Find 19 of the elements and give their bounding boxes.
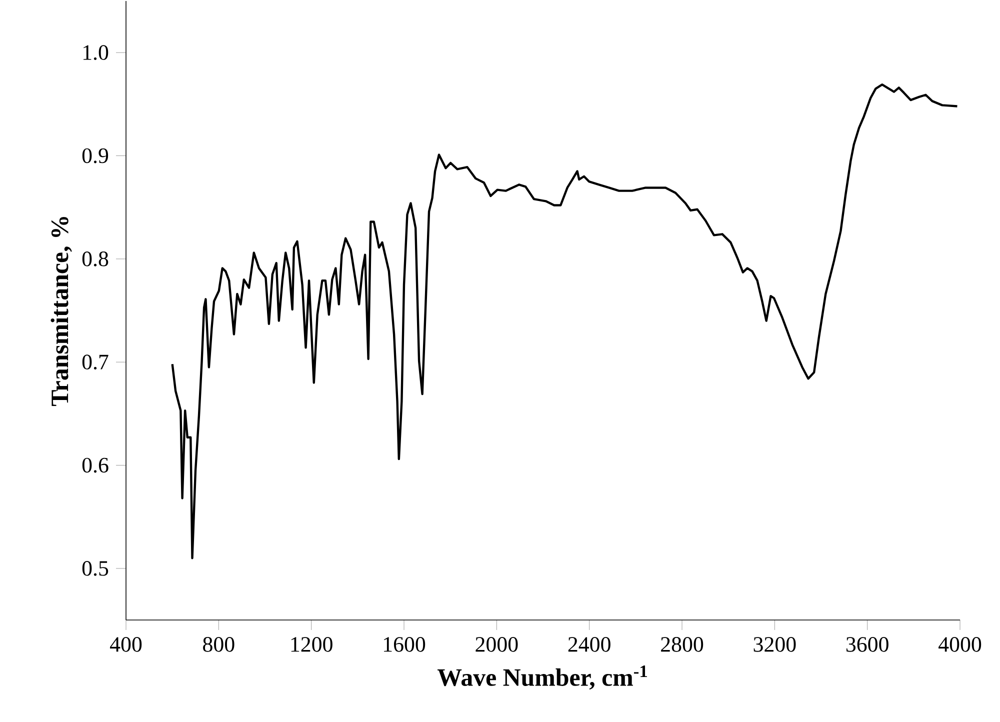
y-axis-title: Transmittance, % — [50, 216, 72, 406]
x-tick-label: 4000 — [938, 637, 982, 652]
x-axis-title: Wave Number, cm$^{-1}$ — [437, 666, 647, 690]
x-tick-label: 2400 — [568, 637, 610, 652]
y-tick-label: 0.6 — [82, 458, 108, 473]
y-tick-label: 0.8 — [82, 251, 108, 266]
x-tick-label: 2000 — [476, 637, 518, 652]
x-tick-label: 3600 — [846, 637, 888, 652]
y-tick-label: 1.0 — [83, 45, 108, 60]
y-tick-label: 0.5 — [82, 560, 108, 576]
line-series — [171, 83, 958, 560]
x-tick-label: 800 — [203, 637, 234, 652]
x-tick-label: 1600 — [384, 637, 426, 652]
x-tick-label: 2800 — [661, 637, 704, 652]
x-tick-label: 1200 — [291, 637, 332, 652]
x-tick-label: 400 — [110, 637, 142, 652]
x-tick-label: 3200 — [754, 637, 796, 652]
y-tick-label: 0.7 — [82, 354, 108, 370]
y-tick-label: 0.9 — [82, 148, 108, 164]
